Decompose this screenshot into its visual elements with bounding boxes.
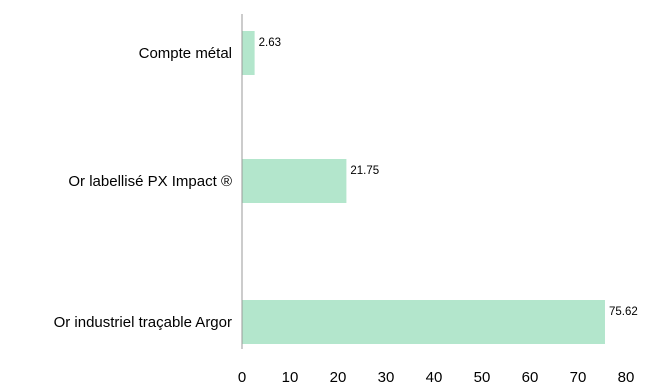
data-labels-group: 2.63 21.75 75.62 <box>259 37 638 318</box>
x-tick-label: 50 <box>474 369 491 386</box>
bar <box>242 159 347 203</box>
x-tick-label: 40 <box>426 369 443 386</box>
x-tick-label: 60 <box>522 369 539 386</box>
category-labels-group: Compte métal Or labellisé PX Impact ® Or i… <box>54 45 232 331</box>
bar <box>242 300 605 344</box>
category-label: Compte métal <box>139 45 232 62</box>
x-tick-label: 20 <box>330 369 347 386</box>
data-label: 21.75 <box>350 165 379 177</box>
x-tick-label: 0 <box>238 369 246 386</box>
bar <box>242 31 255 75</box>
data-label: 75.62 <box>609 306 638 318</box>
x-tick-label: 80 <box>618 369 635 386</box>
data-label: 2.63 <box>259 37 281 49</box>
x-tick-label: 10 <box>282 369 299 386</box>
x-tick-labels-group: 0 10 20 30 40 50 60 70 80 <box>238 369 635 386</box>
category-label: Or labellisé PX Impact ® <box>68 173 232 190</box>
x-tick-label: 30 <box>378 369 395 386</box>
bars-group <box>242 31 605 344</box>
category-label: Or industriel traçable Argor <box>54 314 232 331</box>
x-tick-label: 70 <box>570 369 587 386</box>
